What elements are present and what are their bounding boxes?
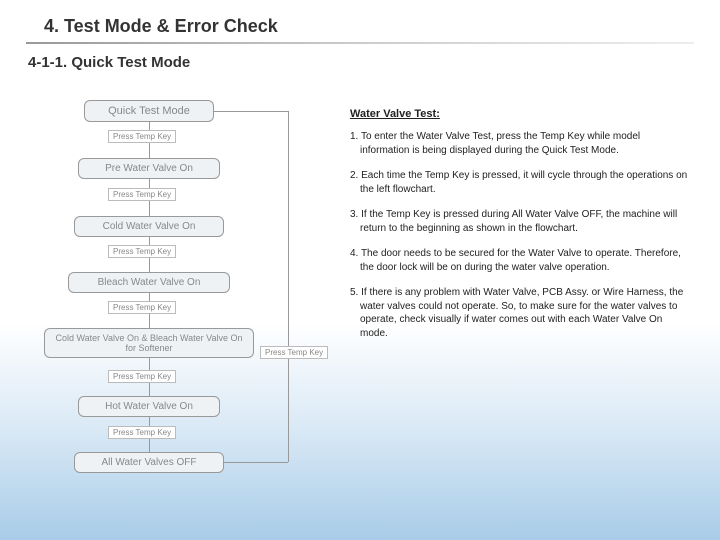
instructions-title: Water Valve Test: [350,108,690,120]
instruction-item: 4. The door needs to be secured for the … [350,247,690,274]
flow-arrow-label: Press Temp Key [108,245,176,258]
title-underline [26,42,694,44]
flow-arrow-label: Press Temp Key [108,370,176,383]
flow-arrow-label: Press Temp Key [108,301,176,314]
instruction-item: 1. To enter the Water Valve Test, press … [350,130,690,157]
page-title: 4. Test Mode & Error Check [44,16,278,37]
flow-arrow-label: Press Temp Key [108,188,176,201]
page-subtitle: 4-1-1. Quick Test Mode [28,54,190,71]
instructions-region: Water Valve Test: 1. To enter the Water … [350,108,690,352]
flow-node: Hot Water Valve On [78,396,220,417]
flow-arrow-label: Press Temp Key [108,130,176,143]
instruction-item: 3. If the Temp Key is pressed during All… [350,208,690,235]
flow-arrow-label: Press Temp Key [108,426,176,439]
flow-connector [214,111,288,112]
instruction-item: 2. Each time the Temp Key is pressed, it… [350,169,690,196]
flow-arrow-label: Press Temp Key [260,346,328,359]
flow-node: All Water Valves OFF [74,452,224,473]
flow-node: Cold Water Valve On [74,216,224,237]
flow-node: Cold Water Valve On & Bleach Water Valve… [44,328,254,358]
flow-node: Bleach Water Valve On [68,272,230,293]
flow-node: Quick Test Mode [84,100,214,122]
flow-node: Pre Water Valve On [78,158,220,179]
flow-connector [288,111,289,462]
flow-connector [224,462,288,463]
instruction-item: 5. If there is any problem with Water Va… [350,286,690,340]
